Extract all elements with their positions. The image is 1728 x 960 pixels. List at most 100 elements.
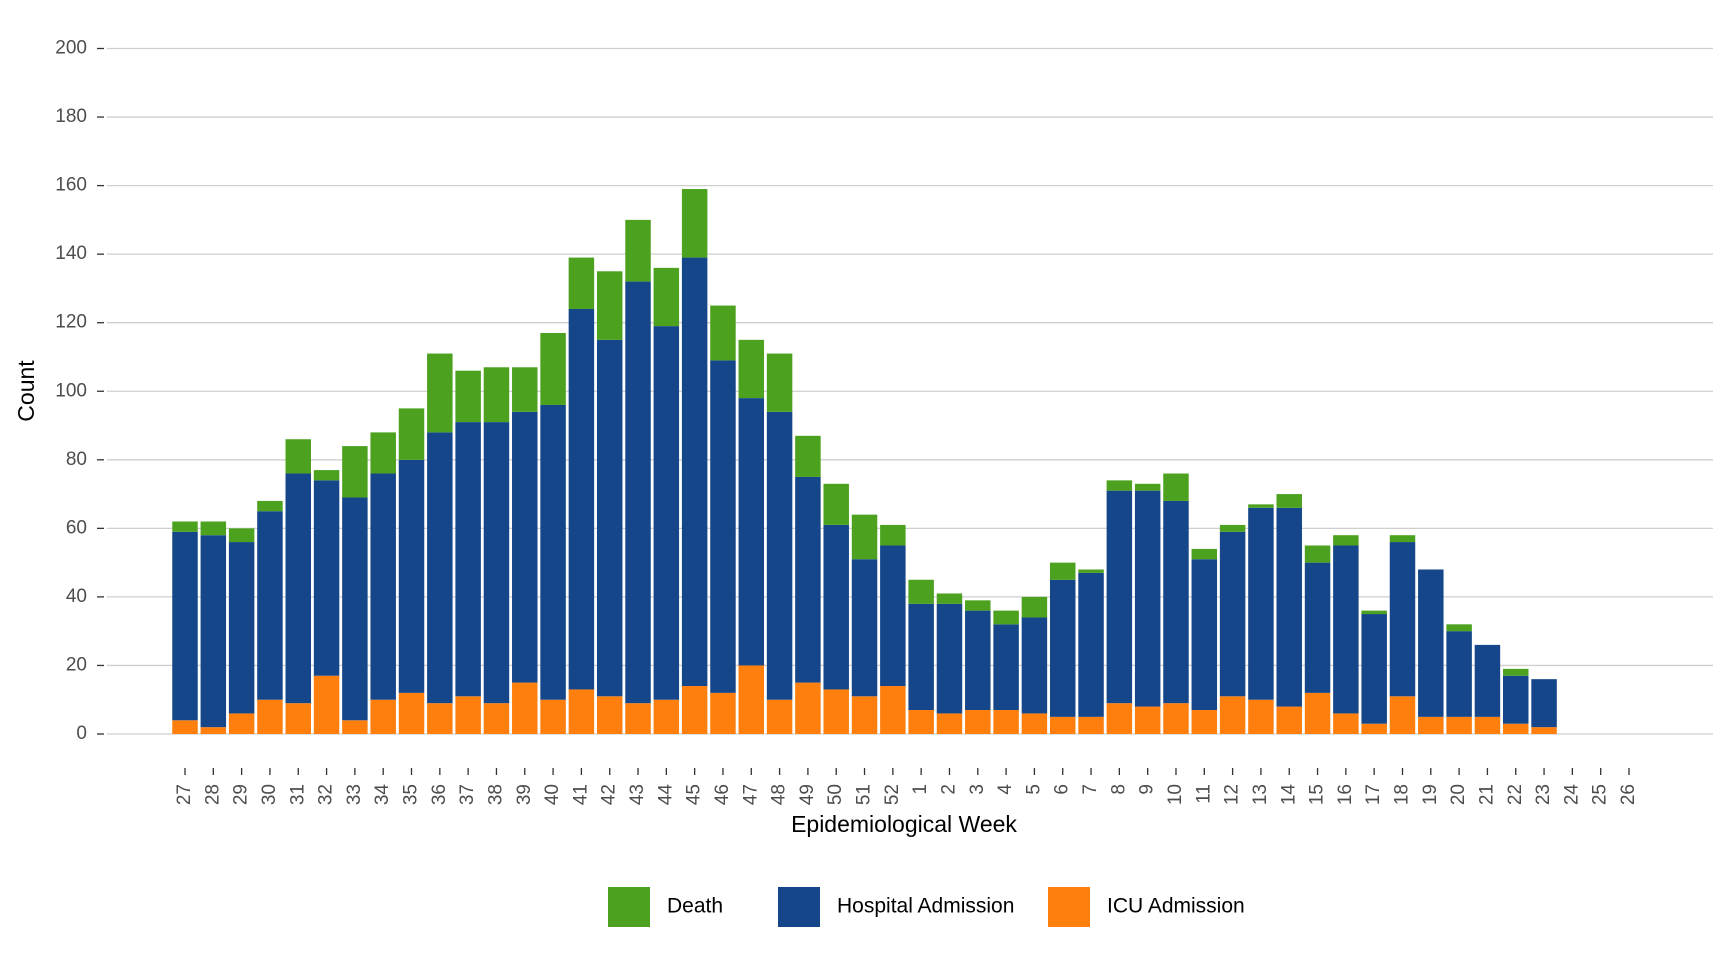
bar-segment (596, 271, 623, 340)
bar-segment (1078, 716, 1104, 734)
bar-segment (1134, 490, 1161, 707)
bar-segment (1191, 559, 1218, 711)
bar-segment (285, 703, 311, 734)
bar-segment (596, 339, 623, 697)
bar-segment (512, 367, 538, 412)
legend-label: Death (667, 895, 723, 918)
bar-segment (398, 459, 425, 693)
bar-segment (1304, 562, 1331, 693)
bar-segment (313, 480, 340, 676)
x-tick-label: 22 (1505, 784, 1526, 805)
bar-segment (540, 699, 566, 734)
bar-segment (172, 521, 198, 532)
x-tick-label: 33 (344, 784, 365, 805)
bar-segment (1531, 727, 1557, 734)
x-tick-label: 16 (1335, 784, 1356, 805)
y-tick-label: 20 (66, 654, 87, 675)
bar-segment (1106, 703, 1133, 734)
bar-segment (1333, 713, 1359, 734)
bar-segment (1163, 703, 1189, 734)
bar-segment (1021, 596, 1048, 618)
x-tick-label: 52 (882, 784, 903, 805)
x-tick-label: 50 (825, 784, 846, 805)
bar-segment (738, 665, 765, 734)
bar-segment (880, 686, 906, 734)
bar-segment (483, 367, 510, 423)
x-tick-label: 7 (1080, 784, 1101, 795)
bar-segment (285, 439, 311, 474)
bar-segment (455, 422, 481, 697)
x-tick-label: 25 (1590, 784, 1611, 805)
bar-segment (512, 411, 538, 683)
bar-segment (880, 545, 906, 687)
x-axis-title: Epidemiological Week (791, 811, 1017, 837)
x-tick-label: 36 (429, 784, 450, 805)
bar-segment (710, 692, 736, 734)
x-tick-label: 49 (797, 784, 818, 805)
bar-segment (342, 446, 368, 498)
bar-segment (342, 720, 368, 734)
y-axis-title: Count (13, 360, 39, 422)
bar-segment (1531, 679, 1557, 728)
bar-segment (965, 710, 991, 734)
x-tick-label: 42 (599, 784, 620, 805)
x-tick-label: 8 (1108, 784, 1129, 795)
x-tick-label: 20 (1448, 784, 1469, 805)
bar-segment (427, 353, 453, 433)
bar-segment (228, 528, 255, 543)
x-tick-label: 4 (995, 784, 1016, 795)
bar-segment (653, 326, 680, 700)
bar-segment (1333, 545, 1359, 714)
y-tick-label: 100 (55, 380, 87, 401)
x-tick-label: 35 (401, 784, 422, 805)
x-tick-label: 47 (740, 784, 761, 805)
bar-segment (1389, 535, 1416, 543)
x-tick-label: 41 (570, 784, 591, 805)
bar-segment (1134, 483, 1161, 491)
x-tick-label: 26 (1618, 784, 1639, 805)
bar-segment (681, 257, 708, 687)
bar-segment (427, 703, 453, 734)
bar-segment (1446, 624, 1472, 632)
bar-segment (512, 682, 538, 734)
bar-segment (370, 432, 396, 474)
bar-segment (596, 696, 623, 734)
x-tick-label: 21 (1476, 784, 1497, 805)
bar-segment (738, 398, 765, 666)
bar-segment (370, 699, 396, 734)
bar-segment (1134, 706, 1161, 734)
bar-segment (398, 692, 425, 734)
x-tick-label: 14 (1278, 784, 1299, 806)
bar-segment (1361, 723, 1387, 734)
x-tick-label: 31 (287, 784, 308, 805)
x-tick-label: 28 (202, 784, 223, 805)
bar-segment (908, 710, 934, 734)
bar-segment (1021, 713, 1048, 734)
bar-segment (851, 559, 878, 697)
bar-segment (1219, 524, 1246, 532)
bar-segment (200, 727, 227, 734)
x-tick-label: 2 (938, 784, 959, 795)
x-tick-label: 11 (1193, 784, 1214, 804)
bar-segment (172, 531, 198, 721)
bar-segment (313, 470, 340, 481)
bar-segment (1078, 572, 1104, 717)
x-tick-label: 19 (1420, 784, 1441, 805)
bar-segment (1474, 716, 1501, 734)
x-tick-label: 48 (769, 784, 790, 805)
y-tick-label: 180 (55, 106, 87, 127)
bar-segment (228, 713, 255, 734)
bar-segment (370, 473, 396, 700)
bar-segment (540, 404, 566, 700)
y-tick-label: 80 (66, 449, 87, 470)
y-tick-label: 0 (76, 723, 87, 744)
legend-swatch (608, 887, 650, 927)
x-tick-label: 1 (910, 784, 931, 795)
bar-segment (936, 713, 963, 734)
bar-segment (1191, 548, 1218, 560)
bar-segment (1276, 494, 1302, 508)
x-tick-label: 27 (174, 784, 195, 805)
bar-segment (908, 603, 934, 711)
x-tick-label: 34 (372, 784, 393, 806)
